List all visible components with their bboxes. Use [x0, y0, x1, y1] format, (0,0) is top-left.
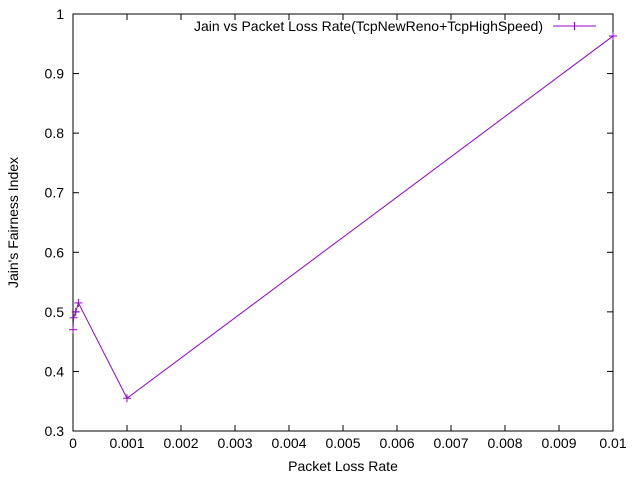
y-tick-label: 0.5 [45, 304, 65, 320]
x-tick-label: 0.009 [541, 435, 576, 451]
legend-sample [553, 22, 596, 30]
data-point [69, 313, 78, 322]
y-axis-label: Jain's Fairness Index [5, 157, 21, 288]
y-tick-label: 0.6 [45, 244, 65, 260]
y-tick-label: 0.8 [45, 125, 65, 141]
legend-label: Jain vs Packet Loss Rate(TcpNewReno+TcpH… [194, 18, 543, 34]
x-tick-label: 0.01 [599, 435, 626, 451]
data-point [69, 325, 77, 334]
series-line [72, 35, 614, 399]
y-tick-label: 1 [56, 6, 64, 22]
x-axis-ticks: 0 0.001 0.002 0.003 0.004 0.005 0.006 0.007 0.00… [69, 14, 627, 451]
x-tick-label: 0.004 [271, 435, 306, 451]
y-tick-label: 0.4 [45, 363, 65, 379]
x-axis-label: Packet Loss Rate [288, 458, 398, 474]
x-tick-label: 0 [69, 435, 77, 451]
series-layer [69, 32, 617, 403]
data-point [74, 298, 83, 307]
data-point [123, 394, 131, 403]
y-tick-label: 0.3 [45, 423, 65, 439]
y-tick-label: 0.7 [45, 185, 65, 201]
y-tick-label: 0.9 [45, 66, 65, 82]
x-tick-label: 0.001 [109, 435, 144, 451]
y-axis-ticks: 0.3 0.4 0.5 0.6 0.7 0.8 0.9 1 [45, 6, 613, 439]
data-point [71, 307, 80, 316]
legend: Jain vs Packet Loss Rate(TcpNewReno+TcpH… [194, 18, 596, 34]
x-tick-label: 0.003 [217, 435, 252, 451]
x-tick-label: 0.008 [487, 435, 522, 451]
x-tick-label: 0.006 [379, 435, 414, 451]
data-point [609, 32, 617, 41]
plot-frame [72, 13, 614, 432]
x-tick-label: 0.002 [163, 435, 198, 451]
x-tick-label: 0.007 [433, 435, 468, 451]
x-tick-label: 0.005 [325, 435, 360, 451]
